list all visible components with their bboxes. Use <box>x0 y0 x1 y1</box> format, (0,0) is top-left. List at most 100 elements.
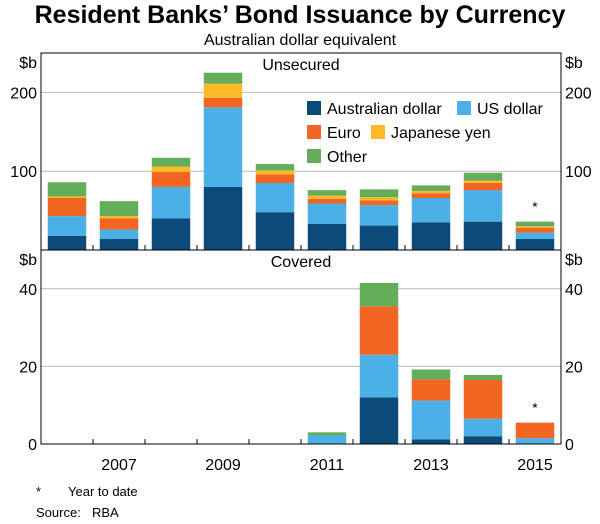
bar-covered-2012-us-dollar <box>359 354 399 398</box>
y-tick-label-right: 200 <box>565 85 592 102</box>
bar-unsecured-2006-australian-dollar <box>47 235 87 250</box>
annotation-year-to-date: * <box>532 400 538 416</box>
bar-unsecured-2011-japanese-yen <box>307 195 347 199</box>
bar-unsecured-2009-other <box>203 72 243 84</box>
bar-unsecured-2009-euro <box>203 97 243 108</box>
bar-unsecured-2008-euro <box>151 171 191 187</box>
bar-unsecured-2007-japanese-yen <box>99 216 139 219</box>
bar-unsecured-2006-us-dollar <box>47 216 87 236</box>
bar-unsecured-2014-australian-dollar <box>463 221 503 250</box>
bar-unsecured-2011-euro <box>307 198 347 204</box>
bar-unsecured-2015-euro <box>515 227 555 233</box>
y-tick-label-left: 200 <box>10 85 37 102</box>
y-unit-label-left: $b <box>19 55 37 72</box>
bar-unsecured-2012-us-dollar <box>359 205 399 226</box>
bar-unsecured-2014-other <box>463 172 503 181</box>
footnote-year-to-date: * Year to date <box>36 484 138 500</box>
plot-frame <box>40 52 562 445</box>
chart-area: * 100 100 200 200 $b $b Unsecured * 0 0 20 20 40 40 $b $… <box>10 52 592 474</box>
footnote-mark: * <box>36 484 42 499</box>
bar-unsecured-2010-us-dollar <box>255 183 295 213</box>
bar-unsecured-2011-australian-dollar <box>307 223 347 250</box>
bar-unsecured-2013-us-dollar <box>411 197 451 223</box>
bar-unsecured-2012-australian-dollar <box>359 225 399 250</box>
bar-unsecured-2015-australian-dollar <box>515 238 555 250</box>
bar-unsecured-2008-japanese-yen <box>151 166 191 172</box>
bar-unsecured-2009-australian-dollar <box>203 186 243 250</box>
x-tick-label: 2009 <box>205 457 241 474</box>
bar-unsecured-2011-other <box>307 190 347 196</box>
bar-unsecured-2015-other <box>515 221 555 227</box>
y-tick-label-right: 20 <box>565 359 583 376</box>
bar-unsecured-2006-euro <box>47 197 87 217</box>
y-tick-label-right: 100 <box>565 164 592 181</box>
bar-covered-2014-other <box>463 374 503 380</box>
bar-unsecured-2010-japanese-yen <box>255 170 295 175</box>
bar-covered-2013-us-dollar <box>411 400 451 440</box>
bar-covered-2011-other <box>307 432 347 436</box>
bar-covered-2014-us-dollar <box>463 418 503 437</box>
bar-unsecured-2014-us-dollar <box>463 190 503 222</box>
source-text: RBA <box>92 505 119 520</box>
bar-covered-2012-australian-dollar <box>359 397 399 444</box>
y-unit-label-right: $b <box>565 252 583 269</box>
source-label: Source: <box>36 505 81 520</box>
footnote-source: Source: RBA <box>36 505 119 521</box>
bar-unsecured-2012-japanese-yen <box>359 197 399 201</box>
bar-covered-2012-euro <box>359 306 399 355</box>
bar-covered-2013-australian-dollar <box>411 439 451 444</box>
bar-unsecured-2012-other <box>359 189 399 198</box>
bar-covered-2013-euro <box>411 379 451 401</box>
legend-swatch-us-dollar <box>457 101 471 115</box>
bar-unsecured-2015-us-dollar <box>515 232 555 239</box>
y-tick-label-left: 40 <box>19 282 37 299</box>
panel-title-covered: Covered <box>271 254 331 271</box>
annotation-year-to-date: * <box>532 199 538 215</box>
legend-swatch-euro <box>307 125 321 139</box>
bar-unsecured-2010-australian-dollar <box>255 212 295 250</box>
legend-label-euro: Euro <box>327 125 361 142</box>
y-tick-label-right: 40 <box>565 282 583 299</box>
bar-unsecured-2010-other <box>255 164 295 171</box>
bar-covered-2014-euro <box>463 379 503 419</box>
y-unit-label-left: $b <box>19 252 37 269</box>
bar-unsecured-2006-japanese-yen <box>47 196 87 198</box>
legend-label-other: Other <box>327 149 368 166</box>
bar-unsecured-2008-australian-dollar <box>151 218 191 250</box>
bar-unsecured-2013-euro <box>411 193 451 198</box>
bar-unsecured-2007-australian-dollar <box>99 238 139 250</box>
bar-covered-2013-other <box>411 369 451 380</box>
bar-unsecured-2007-other <box>99 201 139 217</box>
y-tick-label-left: 100 <box>10 164 37 181</box>
bar-unsecured-2007-us-dollar <box>99 229 139 239</box>
bar-covered-2015-us-dollar <box>515 438 555 444</box>
x-tick-label: 2015 <box>517 457 553 474</box>
x-tick-label: 2013 <box>413 457 449 474</box>
y-tick-label-left: 0 <box>28 437 37 454</box>
bar-unsecured-2013-japanese-yen <box>411 190 451 194</box>
y-tick-label-right: 0 <box>565 437 574 454</box>
legend-label-japanese-yen: Japanese yen <box>391 125 491 142</box>
bar-covered-2012-other <box>359 282 399 307</box>
chart-subtitle: Australian dollar equivalent <box>203 32 397 49</box>
chart-title: Resident Banks’ Bond Issuance by Currenc… <box>34 1 566 29</box>
bar-unsecured-2009-us-dollar <box>203 107 243 187</box>
bar-covered-2011-us-dollar <box>307 435 347 444</box>
y-unit-label-right: $b <box>565 55 583 72</box>
y-tick-label-left: 20 <box>19 359 37 376</box>
bar-unsecured-2014-japanese-yen <box>463 180 503 184</box>
bar-unsecured-2006-other <box>47 182 87 197</box>
bar-covered-2015-euro <box>515 422 555 439</box>
legend-swatch-australian-dollar <box>307 101 321 115</box>
legend-swatch-other <box>307 149 321 163</box>
bar-unsecured-2008-us-dollar <box>151 186 191 219</box>
bar-unsecured-2011-us-dollar <box>307 203 347 224</box>
bar-unsecured-2013-other <box>411 185 451 191</box>
footnote-text: Year to date <box>68 484 138 499</box>
bar-unsecured-2013-australian-dollar <box>411 222 451 250</box>
bar-covered-2014-australian-dollar <box>463 436 503 444</box>
panel-title-unsecured: Unsecured <box>262 57 339 74</box>
legend-swatch-japanese-yen <box>371 125 385 139</box>
bar-unsecured-2008-other <box>151 157 191 167</box>
bar-unsecured-2010-euro <box>255 174 295 184</box>
